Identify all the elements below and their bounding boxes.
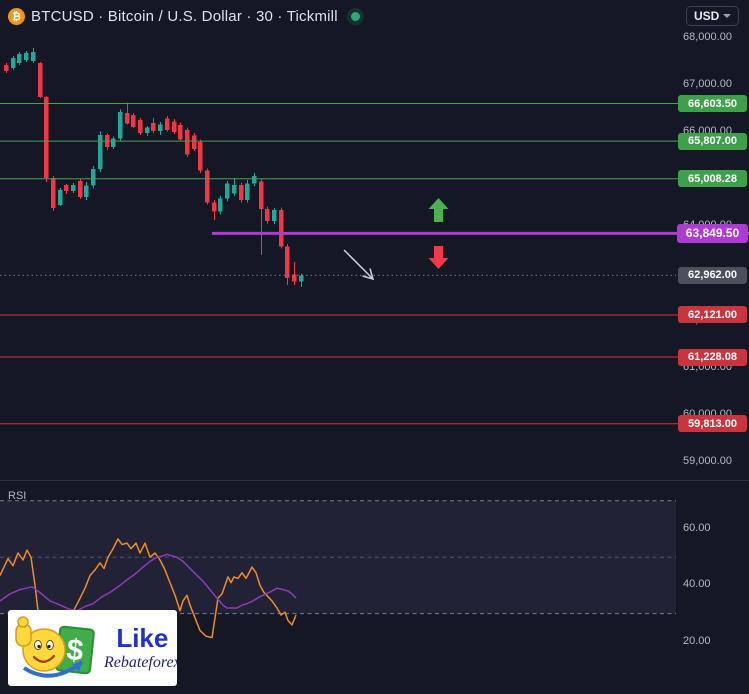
candle-body (178, 124, 183, 140)
candle-body (192, 135, 197, 149)
candle-body (24, 52, 29, 61)
candle-body (198, 141, 203, 171)
candle-body (245, 183, 250, 200)
candle-body (205, 170, 210, 203)
currency-selector[interactable]: USD (686, 6, 739, 26)
candle-body (212, 202, 217, 212)
logo-text: Like Rebateforex (104, 625, 177, 672)
logo-like-text: Like (116, 622, 169, 653)
candle-body (58, 189, 63, 206)
candle-body (145, 127, 150, 133)
rebateforex-logo: $ Like Rebateforex (8, 610, 177, 686)
candle-body (4, 64, 9, 71)
trend-arrow-drawing[interactable] (343, 249, 375, 281)
candle-body (131, 115, 136, 128)
candle-body (91, 169, 96, 186)
candle-body (265, 208, 270, 222)
candle-body (239, 184, 244, 200)
candle-body (71, 185, 76, 191)
candle-body (151, 123, 156, 132)
down-arrow-drawing[interactable] (428, 246, 449, 269)
candle-body (218, 198, 223, 212)
candle-body (299, 275, 304, 282)
candle-body (38, 63, 43, 98)
candle-body (125, 112, 130, 124)
chevron-down-icon (723, 14, 731, 18)
candle-body (165, 118, 170, 131)
candle-body (138, 119, 143, 133)
candle-body (292, 274, 297, 282)
candle-body (225, 183, 230, 199)
dollar-sign: $ (65, 633, 85, 668)
market-open-dot-icon (350, 11, 360, 21)
currency-selector-value: USD (694, 9, 720, 23)
logo-rebateforex-text: Rebateforex (104, 653, 177, 671)
smiley-thumbsup-icon: $ (15, 616, 95, 678)
chart-legend-bar: ₿ BTCUSD · Bitcoin / U.S. Dollar · 30 · … (0, 0, 749, 32)
candle-body (185, 130, 190, 155)
candle-body (252, 175, 257, 184)
candle-body (98, 134, 103, 170)
candle-body (11, 57, 16, 69)
candle-body (31, 52, 36, 61)
up-arrow-drawing[interactable] (428, 198, 449, 222)
candles (4, 48, 304, 287)
candle-body (172, 121, 177, 132)
candle-body (279, 209, 284, 247)
symbol-title[interactable]: BTCUSD · Bitcoin / U.S. Dollar · 30 · Ti… (31, 7, 338, 25)
candle-body (17, 54, 22, 64)
rsi-band (0, 500, 676, 614)
candle-body (118, 111, 123, 139)
candle-body (259, 181, 264, 209)
candle-body (111, 138, 116, 148)
market-status-icon[interactable] (346, 7, 364, 25)
candle-body (158, 124, 163, 132)
candle-body (84, 185, 89, 198)
candle-body (51, 177, 56, 208)
candle-body (78, 181, 83, 198)
candle-body (285, 246, 290, 279)
bitcoin-icon: ₿ (8, 7, 25, 25)
rsi-indicator-label[interactable]: RSI (8, 490, 27, 502)
candle-body (44, 97, 49, 178)
candle-body (232, 184, 237, 194)
rsi-ma-line (0, 553, 297, 612)
candle-body (64, 185, 69, 191)
candle-body (272, 209, 277, 222)
